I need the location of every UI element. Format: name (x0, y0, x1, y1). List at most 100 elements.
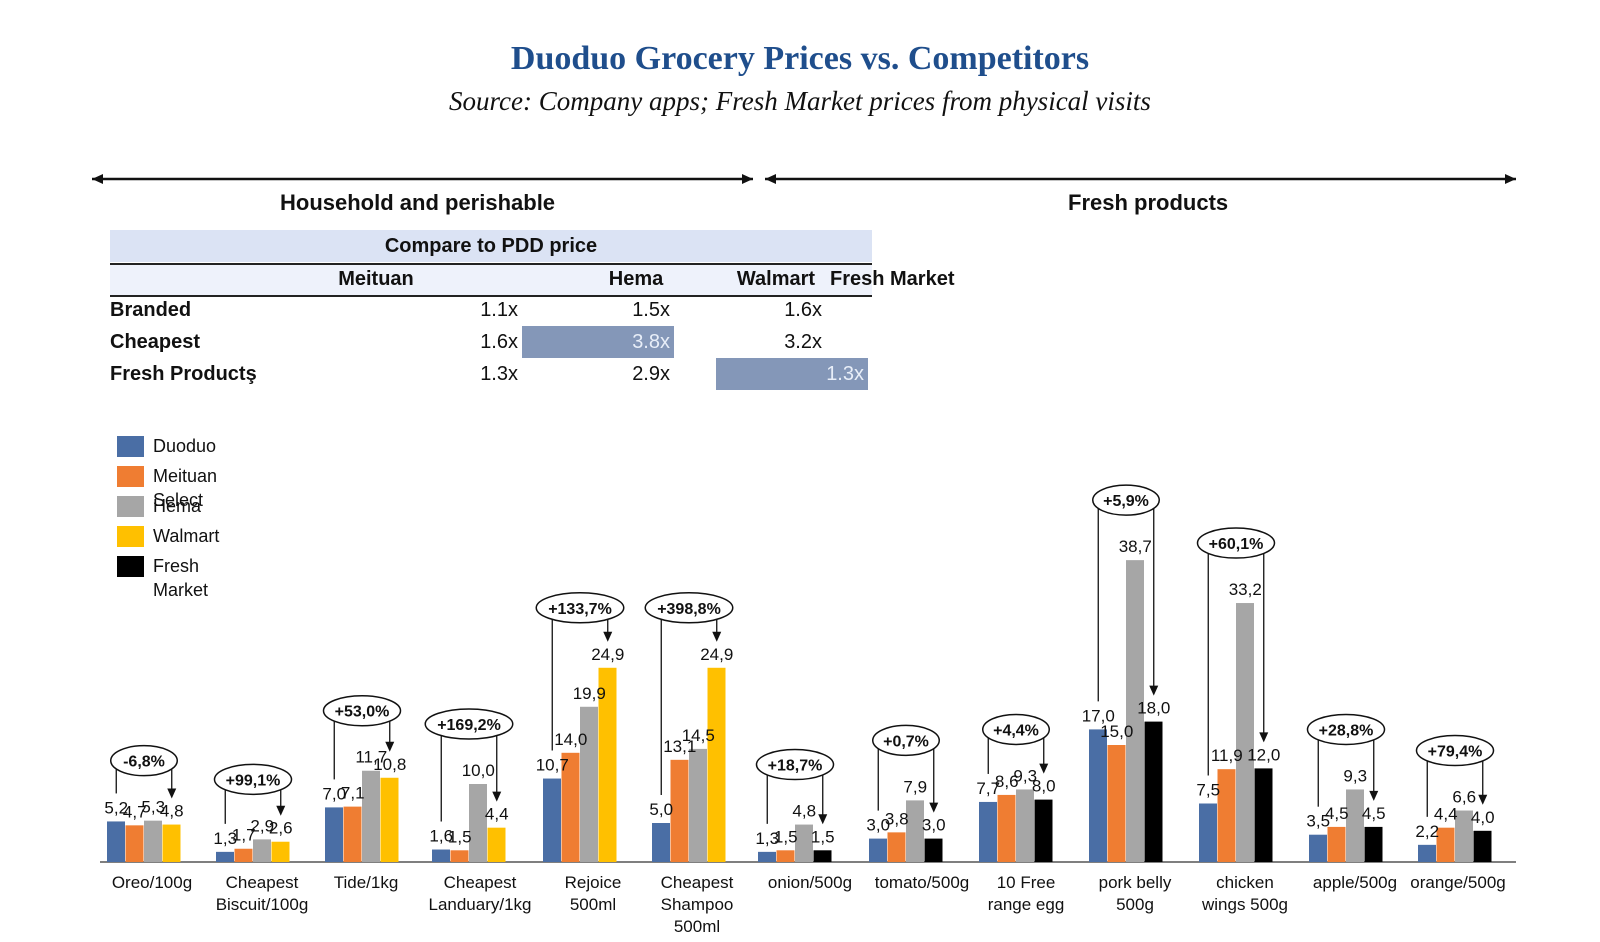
section-arrow-head-right (1505, 174, 1516, 184)
annotation-arrow-icon (1149, 685, 1159, 696)
tick-label: 500ml (674, 917, 720, 936)
data-label: 1,3 (213, 829, 237, 848)
tick-label: pork belly (1099, 873, 1172, 892)
chart-subtitle: Source: Company apps; Fresh Market price… (449, 86, 1151, 116)
legend-swatch-fresh-market (117, 556, 144, 577)
data-label: 1,3 (755, 829, 779, 848)
annotation-bubble (424, 708, 514, 740)
annotation-arrow-icon (385, 741, 395, 752)
annotation-bubble (110, 744, 178, 777)
table-row: Branded 1.1x 1.5x 1.6x (110, 294, 872, 326)
bar-duoduo (216, 851, 234, 862)
bar-hema (580, 706, 598, 862)
cell-walmart: 3.2x (784, 331, 822, 353)
data-label: 13,1 (663, 737, 696, 756)
bar-duoduo (758, 851, 776, 862)
tick-label: 500g (1116, 895, 1154, 914)
section-label-household: Household and perishable (280, 190, 556, 215)
data-label: 18,0 (1137, 699, 1170, 718)
data-label: 9,3 (1343, 766, 1367, 785)
data-label: 1,5 (448, 827, 472, 846)
column-header-fresh-market: Fresh Market (830, 268, 955, 290)
data-label: 10,0 (462, 761, 495, 780)
data-label: 10,8 (373, 755, 406, 774)
data-label: 4,4 (1434, 805, 1458, 824)
data-label: 38,7 (1119, 537, 1152, 556)
cell-hema: 1.5x (632, 299, 670, 321)
bar-hema (144, 820, 162, 862)
annotation-arrow-icon (492, 791, 502, 802)
tick-label: Cheapest (226, 873, 299, 892)
bar-walmart (598, 667, 617, 862)
tick-label: Oreo/100g (112, 873, 192, 892)
tick-label: orange/500g (1410, 873, 1505, 892)
bar-hema (1455, 810, 1473, 862)
data-label: 3,5 (1306, 812, 1330, 831)
table-row: Cheapest 1.6x 3.8x 3.2x (110, 326, 872, 358)
annotation-arrow-icon (1478, 794, 1488, 805)
bar-hema (1346, 789, 1364, 862)
annotation-label: +18,7% (768, 758, 823, 775)
bar-duoduo (432, 849, 450, 862)
annotation-arrow-icon (1259, 732, 1269, 743)
annotation-bubble (1306, 713, 1386, 746)
tick-label: tomato/500g (875, 873, 970, 892)
annotation-arrow-icon (167, 788, 177, 799)
tick-label: apple/500g (1313, 873, 1397, 892)
data-label: 5,2 (104, 798, 128, 817)
bar-hema (906, 800, 924, 862)
data-label: 8,6 (995, 772, 1019, 791)
annotation-arrow-icon (929, 802, 939, 813)
legend-label: Meituan Select (153, 466, 218, 510)
bar-walmart (271, 841, 290, 862)
annotation-bubble (755, 748, 835, 781)
comparison-table-header: Compare to PDD price (110, 230, 872, 262)
tick-label: Cheapest (661, 873, 734, 892)
legend-label: Fresh Market (153, 556, 209, 600)
annotation-arrow-icon (1039, 763, 1049, 774)
section-arrow-head-right (742, 174, 753, 184)
bar-duoduo (869, 838, 887, 862)
data-label: 17,0 (1082, 706, 1115, 725)
bar-meituan-select (234, 848, 253, 862)
tick-label: wings 500g (1201, 895, 1288, 914)
data-label: 19,9 (573, 684, 606, 703)
bar-fresh-market (1254, 768, 1273, 862)
bar-walmart (487, 827, 506, 862)
section-arrow-head-left (765, 174, 776, 184)
bar-meituan-select (450, 850, 469, 862)
bar-walmart (162, 824, 181, 862)
bar-fresh-market (924, 838, 943, 862)
annotation-label: +5,9% (1103, 493, 1149, 510)
tick-label: Rejoice (565, 873, 622, 892)
row-label-fresh-products: Fresh Productş (110, 363, 257, 385)
annotation-arrow-icon (1369, 790, 1379, 801)
data-label: 2,9 (250, 816, 274, 835)
tick-label: range egg (988, 895, 1065, 914)
annotation-label: +60,1% (1209, 536, 1264, 553)
bar-hema (469, 784, 487, 862)
bar-duoduo (1089, 729, 1107, 862)
data-label: 14,5 (682, 726, 715, 745)
bar-meituan-select (343, 806, 362, 862)
data-label: 4,7 (123, 802, 147, 821)
bar-hema (253, 839, 271, 862)
bar-meituan-select (997, 794, 1016, 862)
data-label: 10,7 (536, 756, 569, 775)
annotation-arrow-icon (818, 814, 828, 825)
section-label-fresh: Fresh products (1068, 190, 1229, 215)
tick-label: Cheapest (444, 873, 517, 892)
bar-hema (1236, 603, 1254, 862)
legend-label: Hema (153, 496, 202, 516)
data-label: 3,8 (885, 809, 909, 828)
legend-swatch-hema (117, 496, 144, 517)
data-label: 1,7 (232, 826, 256, 845)
bar-duoduo (107, 821, 125, 862)
bar-duoduo (652, 823, 670, 862)
bar-duoduo (543, 778, 561, 862)
bar-duoduo (325, 807, 343, 862)
data-label: 7,7 (976, 779, 1000, 798)
annotation-bubble (213, 763, 293, 796)
data-label: 7,5 (1196, 781, 1220, 800)
